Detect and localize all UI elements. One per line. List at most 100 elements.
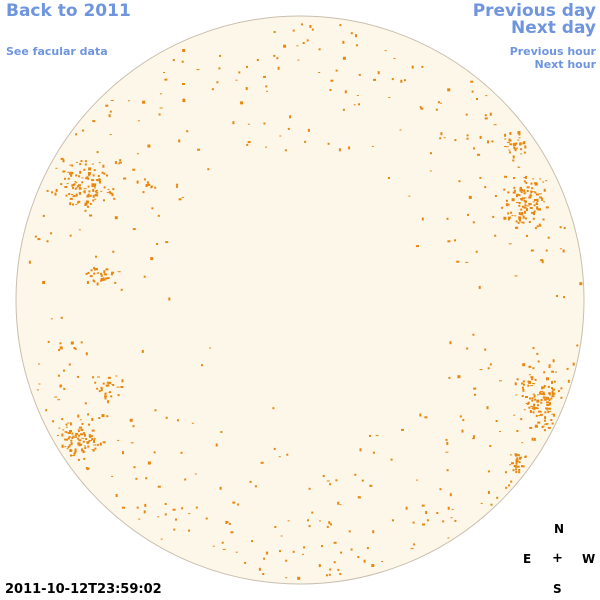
activity-spot bbox=[551, 380, 553, 384]
activity-spot bbox=[466, 134, 469, 137]
compass-south-label: S bbox=[553, 582, 562, 596]
activity-spot bbox=[392, 519, 394, 522]
activity-spot bbox=[521, 465, 523, 468]
activity-spot bbox=[55, 167, 58, 169]
activity-spot bbox=[403, 79, 406, 82]
activity-spot bbox=[559, 226, 562, 229]
activity-spot bbox=[122, 506, 125, 509]
activity-spot bbox=[528, 374, 531, 376]
activity-spot bbox=[330, 523, 332, 526]
activity-spot bbox=[526, 205, 530, 207]
activity-spot bbox=[100, 273, 103, 277]
next-hour-link[interactable]: Next hour bbox=[534, 58, 597, 71]
activity-spot bbox=[159, 93, 162, 95]
activity-spot bbox=[521, 189, 523, 191]
activity-spot bbox=[109, 110, 112, 113]
activity-spot bbox=[472, 333, 475, 336]
activity-spot bbox=[226, 521, 229, 524]
activity-spot bbox=[333, 541, 337, 544]
activity-spot bbox=[138, 518, 141, 520]
activity-spot bbox=[67, 437, 70, 440]
activity-spot bbox=[83, 188, 87, 190]
activity-spot bbox=[175, 518, 177, 521]
activity-spot bbox=[73, 347, 76, 349]
activity-spot bbox=[69, 449, 73, 452]
previous-day-link[interactable]: Previous day bbox=[472, 1, 596, 21]
activity-spot bbox=[82, 129, 85, 132]
activity-spot bbox=[88, 440, 91, 443]
activity-spot bbox=[132, 228, 136, 231]
activity-spot bbox=[251, 540, 253, 543]
activity-spot bbox=[359, 448, 362, 452]
activity-spot bbox=[98, 162, 101, 164]
activity-spot bbox=[525, 200, 527, 203]
activity-spot bbox=[521, 212, 524, 214]
activity-spot bbox=[426, 519, 429, 522]
activity-spot bbox=[86, 442, 89, 445]
activity-spot bbox=[520, 213, 524, 216]
activity-spot bbox=[536, 225, 539, 228]
activity-spot bbox=[541, 426, 544, 428]
activity-spot bbox=[529, 397, 532, 400]
activity-spot bbox=[201, 364, 203, 367]
activity-spot bbox=[219, 486, 222, 490]
solar-disk-image bbox=[15, 15, 585, 585]
activity-spot bbox=[549, 410, 552, 412]
activity-spot bbox=[225, 520, 228, 524]
activity-spot bbox=[103, 278, 106, 281]
activity-spot bbox=[181, 60, 184, 63]
activity-spot bbox=[542, 396, 546, 399]
activity-spot bbox=[279, 135, 282, 137]
activity-spot bbox=[534, 424, 538, 428]
activity-spot bbox=[85, 272, 88, 275]
activity-spot bbox=[83, 433, 86, 437]
activity-spot bbox=[523, 177, 526, 179]
compass-north-label: N bbox=[554, 522, 565, 536]
activity-spot bbox=[240, 101, 244, 105]
activity-spot bbox=[559, 248, 562, 250]
activity-spot bbox=[188, 513, 191, 515]
activity-spot bbox=[339, 24, 342, 27]
activity-spot bbox=[537, 360, 540, 363]
activity-spot bbox=[63, 369, 65, 372]
activity-spot bbox=[372, 530, 375, 534]
activity-spot bbox=[518, 166, 521, 168]
activity-spot bbox=[466, 347, 469, 350]
next-day-link[interactable]: Next day bbox=[511, 18, 596, 38]
activity-spot bbox=[522, 380, 525, 383]
back-to-year-link[interactable]: Back to 2011 bbox=[6, 1, 131, 21]
activity-spot bbox=[541, 386, 545, 389]
activity-spot bbox=[484, 186, 487, 189]
activity-spot bbox=[145, 477, 148, 480]
activity-spot bbox=[474, 393, 476, 396]
activity-spot bbox=[439, 488, 442, 491]
activity-spot bbox=[81, 177, 84, 179]
activity-spot bbox=[471, 438, 475, 440]
activity-spot bbox=[546, 409, 549, 411]
activity-spot bbox=[74, 450, 77, 453]
activity-spot bbox=[326, 525, 329, 528]
activity-spot bbox=[520, 197, 523, 200]
activity-spot bbox=[523, 191, 526, 193]
activity-spot bbox=[479, 369, 483, 371]
activity-spot bbox=[519, 142, 522, 146]
activity-spot bbox=[416, 245, 419, 248]
facular-data-link[interactable]: See facular data bbox=[6, 45, 108, 58]
activity-spot bbox=[538, 415, 541, 417]
activity-spot bbox=[246, 143, 249, 146]
activity-spot bbox=[546, 378, 548, 381]
activity-spot bbox=[520, 191, 523, 194]
activity-spot bbox=[523, 189, 526, 192]
previous-hour-link[interactable]: Previous hour bbox=[509, 45, 596, 58]
activity-spot bbox=[93, 444, 97, 446]
activity-spot bbox=[514, 382, 517, 386]
activity-spot bbox=[247, 123, 250, 125]
activity-spot bbox=[511, 215, 514, 217]
activity-spot bbox=[83, 451, 86, 453]
activity-spot bbox=[110, 273, 113, 276]
activity-spot bbox=[548, 399, 551, 401]
activity-spot bbox=[524, 204, 527, 207]
activity-spot bbox=[387, 177, 390, 179]
activity-spot bbox=[50, 232, 53, 235]
activity-spot bbox=[476, 98, 478, 100]
